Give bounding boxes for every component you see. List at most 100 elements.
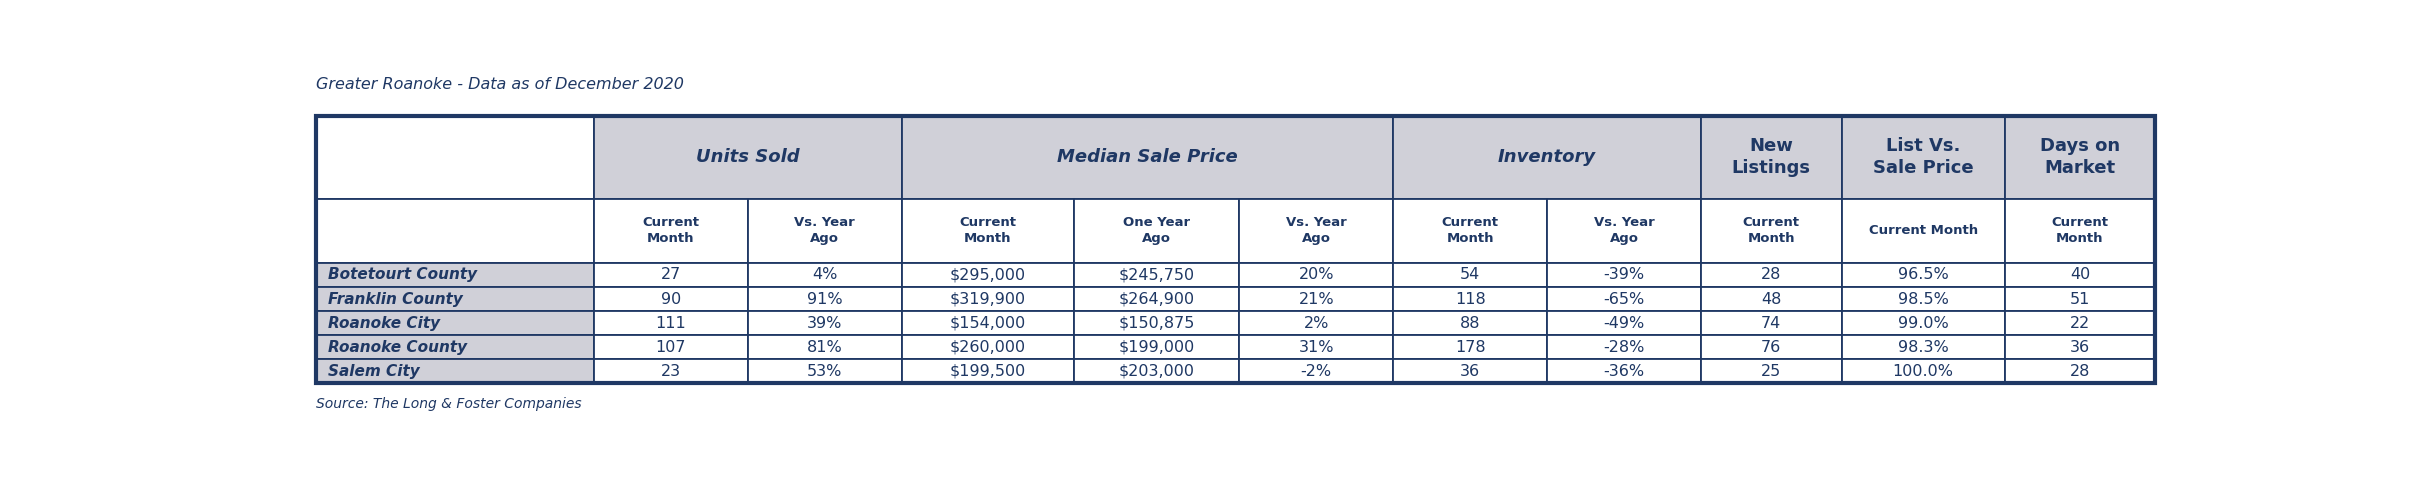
Text: $150,875: $150,875: [1119, 315, 1196, 331]
Text: Current Month: Current Month: [1869, 224, 1977, 237]
Bar: [1394, 359, 1548, 384]
Text: $245,750: $245,750: [1119, 268, 1196, 283]
Text: Source: The Long & Foster Companies: Source: The Long & Foster Companies: [316, 398, 581, 412]
Text: 36: 36: [2069, 340, 2090, 355]
Bar: [902, 287, 1075, 311]
Text: Median Sale Price: Median Sale Price: [1056, 148, 1237, 166]
Bar: [316, 115, 2155, 384]
Bar: [2006, 287, 2155, 311]
Text: 178: 178: [1454, 340, 1485, 355]
Bar: [1842, 115, 2006, 199]
Text: Franklin County: Franklin County: [328, 292, 463, 307]
Text: Salem City: Salem City: [328, 364, 420, 379]
Bar: [1700, 335, 1842, 359]
Text: 53%: 53%: [808, 364, 841, 379]
Text: -36%: -36%: [1603, 364, 1644, 379]
Text: 111: 111: [656, 315, 687, 331]
Bar: [1075, 263, 1239, 287]
Text: $260,000: $260,000: [950, 340, 1027, 355]
Text: Current
Month: Current Month: [2052, 216, 2107, 245]
Text: -2%: -2%: [1302, 364, 1331, 379]
Text: 25: 25: [1760, 364, 1782, 379]
Text: Vs. Year
Ago: Vs. Year Ago: [1594, 216, 1654, 245]
Text: 98.5%: 98.5%: [1897, 292, 1948, 307]
Text: Vs. Year
Ago: Vs. Year Ago: [1285, 216, 1348, 245]
Bar: [1239, 287, 1394, 311]
Bar: [1700, 263, 1842, 287]
Text: 51: 51: [2069, 292, 2090, 307]
Bar: [1842, 263, 2006, 287]
Text: 28: 28: [1760, 268, 1782, 283]
Bar: [1075, 287, 1239, 311]
Bar: [593, 359, 747, 384]
Bar: [2006, 359, 2155, 384]
Bar: [1842, 287, 2006, 311]
Text: 28: 28: [2069, 364, 2090, 379]
Bar: [1394, 263, 1548, 287]
Text: 107: 107: [656, 340, 687, 355]
Text: 100.0%: 100.0%: [1893, 364, 1953, 379]
Bar: [1394, 115, 1700, 199]
Bar: [1239, 199, 1394, 263]
Bar: [2006, 199, 2155, 263]
Bar: [1394, 199, 1548, 263]
Text: 76: 76: [1760, 340, 1782, 355]
Bar: [1700, 311, 1842, 335]
Bar: [1394, 335, 1548, 359]
Bar: [593, 335, 747, 359]
Text: Greater Roanoke - Data as of December 2020: Greater Roanoke - Data as of December 20…: [316, 76, 685, 92]
Bar: [316, 335, 593, 359]
Bar: [593, 287, 747, 311]
Bar: [902, 335, 1075, 359]
Bar: [1075, 335, 1239, 359]
Bar: [1700, 199, 1842, 263]
Bar: [316, 311, 593, 335]
Text: Units Sold: Units Sold: [697, 148, 800, 166]
Bar: [1548, 263, 1700, 287]
Bar: [1239, 311, 1394, 335]
Text: Vs. Year
Ago: Vs. Year Ago: [793, 216, 856, 245]
Bar: [747, 263, 902, 287]
Text: 81%: 81%: [808, 340, 841, 355]
Text: 20%: 20%: [1300, 268, 1333, 283]
Bar: [2006, 115, 2155, 199]
Text: Inventory: Inventory: [1497, 148, 1596, 166]
Text: -65%: -65%: [1603, 292, 1644, 307]
Bar: [1075, 311, 1239, 335]
Bar: [1700, 115, 1842, 199]
Text: 23: 23: [661, 364, 680, 379]
Text: Current
Month: Current Month: [1743, 216, 1799, 245]
Text: 39%: 39%: [808, 315, 841, 331]
Bar: [316, 359, 593, 384]
Bar: [902, 359, 1075, 384]
Text: 99.0%: 99.0%: [1897, 315, 1948, 331]
Text: 2%: 2%: [1304, 315, 1328, 331]
Text: 40: 40: [2069, 268, 2090, 283]
Bar: [316, 263, 593, 287]
Bar: [1548, 311, 1700, 335]
Bar: [1239, 335, 1394, 359]
Text: $295,000: $295,000: [950, 268, 1027, 283]
Bar: [2006, 263, 2155, 287]
Bar: [2006, 335, 2155, 359]
Text: One Year
Ago: One Year Ago: [1124, 216, 1191, 245]
Text: Current
Month: Current Month: [641, 216, 699, 245]
Bar: [1548, 359, 1700, 384]
Text: $199,000: $199,000: [1119, 340, 1196, 355]
Text: New
Listings: New Listings: [1731, 137, 1811, 177]
Text: Current
Month: Current Month: [960, 216, 1017, 245]
Text: Current
Month: Current Month: [1442, 216, 1500, 245]
Bar: [902, 263, 1075, 287]
Bar: [593, 311, 747, 335]
Bar: [747, 335, 902, 359]
Bar: [316, 287, 593, 311]
Bar: [747, 199, 902, 263]
Text: 91%: 91%: [808, 292, 841, 307]
Bar: [1842, 199, 2006, 263]
Bar: [316, 199, 593, 263]
Text: -49%: -49%: [1603, 315, 1644, 331]
Text: $203,000: $203,000: [1119, 364, 1196, 379]
Text: 48: 48: [1760, 292, 1782, 307]
Bar: [1700, 287, 1842, 311]
Text: 90: 90: [661, 292, 680, 307]
